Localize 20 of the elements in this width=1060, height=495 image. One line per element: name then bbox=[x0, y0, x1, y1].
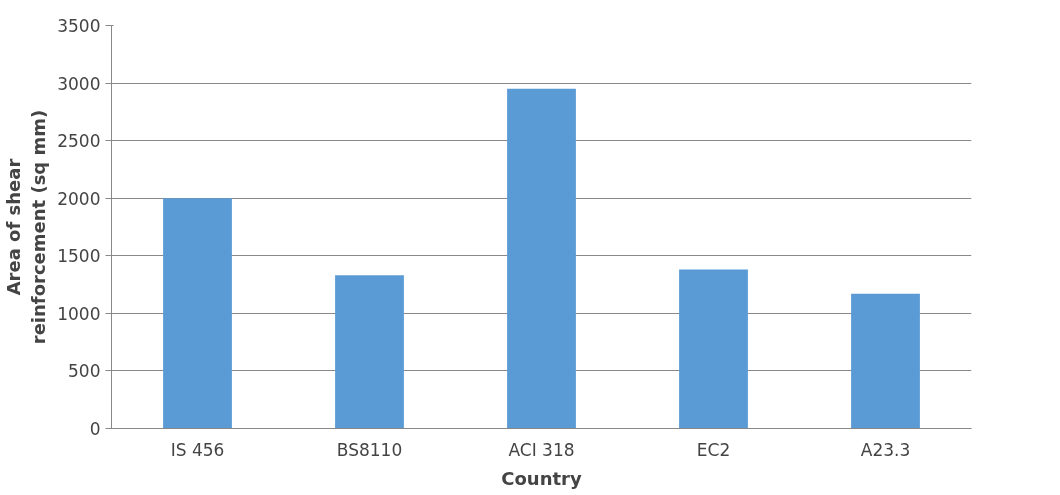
y-tick-label: 1000 bbox=[57, 303, 101, 324]
x-axis-title: Country bbox=[501, 467, 582, 489]
bar bbox=[335, 275, 404, 429]
x-tick-label: BS8110 bbox=[336, 439, 403, 460]
y-tick-label: 3000 bbox=[57, 73, 101, 94]
bar bbox=[851, 293, 920, 429]
bar bbox=[679, 269, 748, 429]
y-tick-label: 1500 bbox=[57, 246, 101, 267]
bar bbox=[507, 88, 576, 429]
x-tick-label: A23.3 bbox=[860, 439, 911, 460]
y-axis-title: Area of shear reinforcement (sq mm) bbox=[3, 109, 50, 345]
y-tick-label: 3500 bbox=[57, 16, 101, 36]
bar bbox=[163, 198, 232, 429]
y-tick-label: 2000 bbox=[57, 188, 101, 209]
y-tick-label: 500 bbox=[68, 361, 101, 382]
x-tick-label: IS 456 bbox=[170, 439, 225, 460]
y-tick-label: 2500 bbox=[57, 131, 101, 152]
x-tick-label: ACI 318 bbox=[508, 439, 575, 460]
x-tick-label: EC2 bbox=[696, 439, 731, 460]
y-tick-label: 0 bbox=[89, 419, 101, 439]
